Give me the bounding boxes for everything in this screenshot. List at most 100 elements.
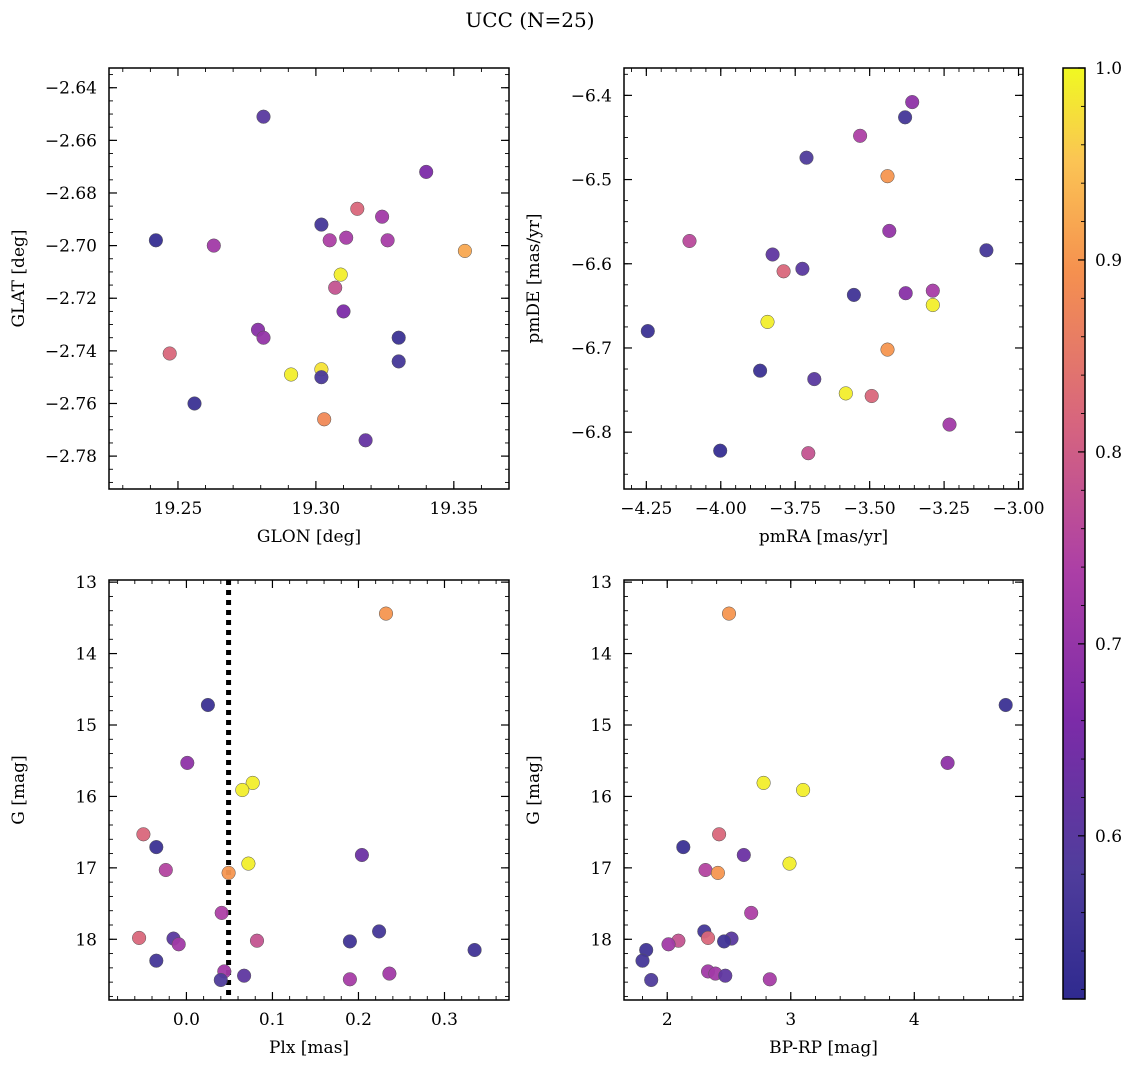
data-point (237, 968, 252, 983)
data-point (372, 924, 387, 939)
data-point (644, 972, 659, 988)
data-point (698, 862, 713, 878)
axes-frame (108, 67, 510, 490)
data-point (342, 972, 357, 987)
data-point (328, 280, 343, 295)
data-point (753, 363, 768, 378)
data-point (782, 856, 797, 871)
colorbar: 0.6 0.7 0.8 0.9 1.0 (1062, 59, 1122, 1000)
data-point (940, 755, 955, 770)
y-tick-label: 16 (590, 787, 612, 807)
data-point (925, 283, 940, 298)
data-point (661, 937, 676, 952)
y-tick-label: 18 (75, 930, 97, 950)
data-point (314, 370, 329, 385)
data-point (736, 847, 751, 863)
data-point (807, 372, 822, 387)
y-tick-label: 18 (590, 930, 612, 950)
data-point (776, 264, 791, 279)
axes-frame (108, 579, 510, 1001)
colorbar-gradient (1062, 67, 1086, 1000)
data-point (635, 953, 650, 968)
axes-frame (623, 579, 1024, 1001)
y-tick-label: 16 (75, 787, 97, 807)
data-point (339, 230, 354, 245)
y-tick-label: 14 (75, 645, 97, 665)
y-tick-label: −2.64 (45, 79, 97, 99)
x-tick-label: −4.25 (620, 499, 672, 519)
data-point (249, 933, 265, 948)
x-axis-label: BP-RP [mag] (769, 1038, 878, 1058)
data-point (148, 233, 163, 248)
data-point (898, 110, 913, 125)
data-point (700, 930, 716, 945)
data-point (419, 164, 434, 179)
data-point (713, 443, 728, 458)
data-point (149, 953, 164, 968)
y-tick-label: 15 (75, 716, 97, 736)
x-tick-label: −3.50 (844, 499, 896, 519)
y-tick-label: −6.4 (571, 86, 612, 106)
panel-pmra-pmde: −4.25 −4.00 −3.75 −3.50 −3.25 −3.00 −6.4 −6.5 −6… (524, 67, 1045, 547)
data-point (200, 697, 215, 713)
data-point (942, 417, 957, 432)
data-point (336, 304, 351, 319)
data-point (765, 247, 780, 262)
data-point (676, 840, 691, 855)
x-tick-label: 19.35 (429, 499, 478, 519)
x-tick-label: 19.25 (154, 499, 203, 519)
y-axis-label: pmDE [mas/yr] (524, 213, 544, 343)
data-point (717, 934, 732, 949)
colorbar-tick-label: 0.7 (1095, 635, 1122, 655)
x-tick-label: −4.00 (695, 499, 747, 519)
data-point (905, 95, 920, 110)
y-tick-label: 17 (75, 859, 97, 879)
y-tick-label: −2.66 (45, 131, 97, 151)
colorbar-tick-label: 0.6 (1095, 827, 1122, 847)
data-point (342, 934, 357, 949)
panel-bprp-g: 2 3 4 13 14 15 16 17 18 BP-RP [mag] G [mag] (524, 573, 1024, 1058)
x-tick-label: 19.30 (292, 499, 341, 519)
colorbar-tick-label: 1.0 (1095, 59, 1122, 79)
y-tick-label: −2.76 (45, 394, 97, 414)
data-point (864, 388, 879, 404)
data-point (171, 937, 186, 952)
data-point (187, 396, 202, 411)
data-point (795, 261, 810, 276)
data-point (158, 862, 173, 878)
data-point (382, 966, 397, 981)
data-point (358, 433, 373, 448)
y-tick-label: 13 (590, 573, 612, 593)
y-tick-label: 15 (590, 716, 612, 736)
data-point (801, 446, 816, 461)
data-point (136, 827, 151, 842)
data-point (796, 782, 811, 798)
data-point (391, 354, 406, 369)
x-axis-label: pmRA [mas/yr] (759, 527, 888, 547)
data-point (710, 865, 725, 880)
data-point (979, 243, 994, 258)
data-point (380, 233, 395, 248)
x-tick-label: 0.2 (345, 1010, 372, 1030)
x-tick-label: −3.00 (992, 499, 1044, 519)
x-tick-label: 2 (662, 1010, 673, 1030)
data-point (925, 297, 940, 313)
x-tick-label: 4 (909, 1010, 920, 1030)
colorbar-tick-label: 0.9 (1095, 251, 1122, 271)
data-point (256, 109, 271, 124)
data-point (712, 827, 727, 842)
data-point (880, 342, 895, 357)
data-point (132, 930, 147, 945)
data-point (838, 386, 853, 401)
y-tick-label: 17 (590, 859, 612, 879)
data-point (162, 346, 177, 361)
data-point (457, 243, 472, 258)
data-point (350, 201, 365, 216)
data-point (640, 324, 655, 339)
data-point (180, 755, 195, 770)
data-point (882, 223, 897, 238)
y-tick-label: −2.72 (45, 289, 97, 309)
data-point (245, 775, 260, 790)
data-point (718, 968, 733, 983)
